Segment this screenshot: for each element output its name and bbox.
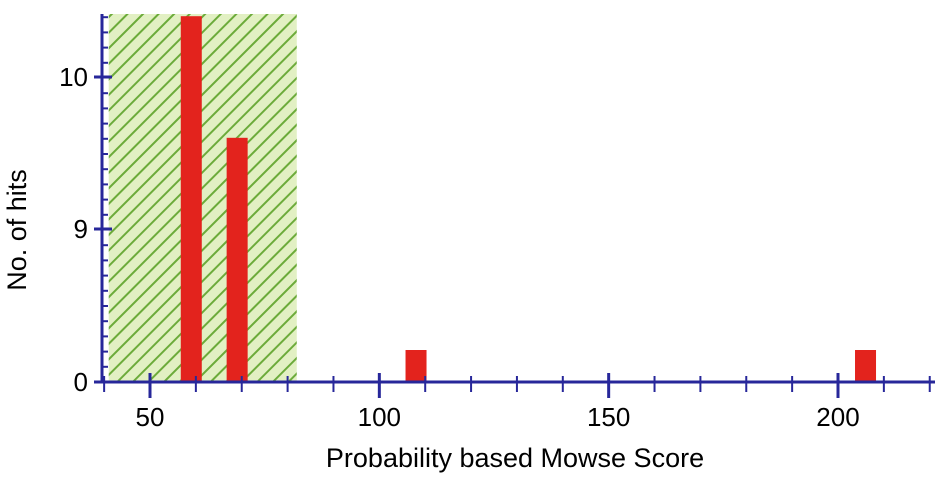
bar-3: [855, 350, 877, 382]
y-tick-label: 0: [74, 367, 88, 397]
x-tick-label: 150: [587, 402, 630, 432]
bar-2: [405, 350, 427, 382]
x-tick-label: 100: [358, 402, 401, 432]
y-tick-label: 9: [74, 214, 88, 244]
x-axis-title: Probability based Mowse Score: [326, 443, 704, 473]
bar-1: [226, 137, 248, 382]
threshold-region: [108, 14, 297, 382]
x-tick-label: 50: [136, 402, 165, 432]
x-tick-label: 200: [816, 402, 859, 432]
y-tick-label: 10: [59, 62, 88, 92]
bar-0: [180, 16, 202, 382]
y-axis-title: No. of hits: [2, 169, 32, 291]
